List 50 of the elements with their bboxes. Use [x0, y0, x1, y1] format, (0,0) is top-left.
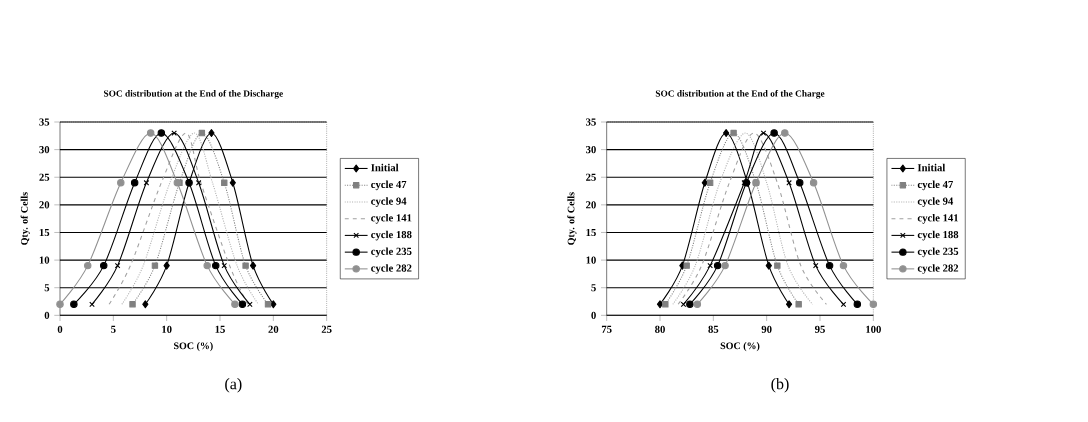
legend-label: cycle 94 — [917, 197, 954, 207]
legend-label: cycle 235 — [371, 247, 412, 258]
y-tick-label: 15 — [39, 228, 50, 237]
y-tick-label: 30 — [586, 146, 596, 154]
x-tick-label: 5 — [111, 325, 116, 333]
y-tick-label: 0 — [591, 311, 596, 319]
legend-label: cycle 282 — [917, 264, 959, 274]
legend-label: cycle 282 — [371, 264, 412, 274]
x-axis-title: SOC (%) — [720, 342, 760, 352]
y-tick-label: 20 — [39, 201, 50, 209]
y-tick-label: 25 — [39, 173, 50, 181]
y-axis-title: Qty. of Cells — [20, 192, 30, 245]
legend-label: cycle 47 — [371, 180, 407, 191]
y-tick-label: 0 — [44, 311, 50, 319]
x-tick-label: 10 — [162, 325, 172, 333]
x-tick-label: 20 — [268, 325, 279, 333]
legend-label: cycle 47 — [917, 180, 954, 191]
y-tick-label: 5 — [44, 284, 50, 292]
legend-label: Initial — [371, 163, 399, 172]
x-tick-label: 95 — [814, 325, 825, 333]
y-tick-label: 25 — [586, 173, 596, 181]
legend-label: Initial — [917, 163, 946, 172]
x-tick-label: 75 — [601, 325, 612, 333]
legend-label: cycle 141 — [917, 213, 959, 224]
text: (b) — [771, 378, 789, 393]
y-tick-label: 10 — [586, 256, 596, 264]
text: (a) — [225, 378, 242, 393]
legend-label: cycle 235 — [917, 247, 959, 258]
legend-label: cycle 188 — [371, 230, 412, 241]
legend-label: cycle 188 — [917, 230, 959, 241]
chart-title: SOC distribution at the End of the Charge — [655, 90, 825, 99]
y-tick-label: 20 — [586, 201, 596, 209]
x-tick-label: 15 — [215, 325, 225, 333]
y-tick-label: 5 — [591, 284, 596, 292]
x-tick-label: 90 — [761, 325, 772, 333]
legend-label: cycle 94 — [371, 197, 407, 207]
y-tick-label: 35 — [586, 118, 596, 126]
y-axis-title: Qty. of Cells — [567, 192, 577, 245]
y-tick-label: 30 — [39, 146, 50, 154]
y-tick-label: 15 — [586, 228, 596, 237]
x-axis-title: SOC (%) — [174, 342, 213, 352]
y-tick-label: 10 — [39, 256, 50, 264]
x-tick-label: 80 — [655, 325, 665, 333]
chart-title: SOC distribution at the End of the Discharge — [104, 90, 283, 99]
y-tick-label: 35 — [39, 118, 50, 126]
x-tick-label: 85 — [708, 325, 719, 333]
x-tick-label: 25 — [321, 325, 332, 333]
x-tick-label: 100 — [866, 325, 881, 333]
x-tick-label: 0 — [57, 325, 63, 333]
legend-label: cycle 141 — [371, 213, 412, 224]
